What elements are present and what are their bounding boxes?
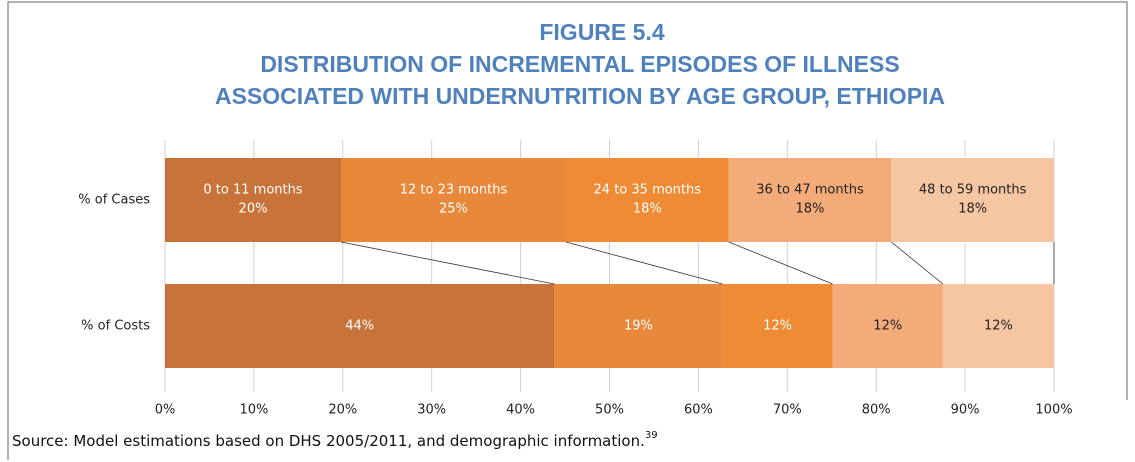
connector bbox=[728, 241, 833, 285]
source-text: Source: Model estimations based on DHS 2… bbox=[12, 432, 645, 450]
connector bbox=[565, 241, 723, 285]
x-tick-label: 40% bbox=[506, 403, 535, 418]
x-tick-label: 60% bbox=[684, 403, 713, 418]
segment-name: 12 to 23 months bbox=[400, 183, 508, 198]
x-tick-label: 80% bbox=[862, 403, 891, 418]
frame bbox=[7, 1, 1128, 460]
segment-name: 36 to 47 months bbox=[756, 183, 864, 198]
data-label: 12% bbox=[873, 319, 902, 334]
x-tick-label: 70% bbox=[773, 403, 802, 418]
data-label: 18% bbox=[633, 202, 662, 217]
segment-name: 0 to 11 months bbox=[203, 183, 302, 198]
chart-subtitle: ASSOCIATED WITH UNDERNUTRITION BY AGE GR… bbox=[215, 83, 945, 109]
data-label: 19% bbox=[624, 319, 653, 334]
data-label: 18% bbox=[796, 202, 825, 217]
x-tick-label: 90% bbox=[951, 403, 980, 418]
data-label: 12% bbox=[763, 319, 792, 334]
connector bbox=[340, 241, 555, 285]
data-label: 12% bbox=[984, 319, 1013, 334]
segment-name: 48 to 59 months bbox=[919, 183, 1027, 198]
data-label: 18% bbox=[958, 202, 987, 217]
bar-segment bbox=[554, 284, 723, 368]
connector bbox=[891, 241, 944, 285]
chart-title: FIGURE 5.4 bbox=[539, 19, 664, 45]
y-tick-label: % of Cases bbox=[78, 193, 150, 208]
bar-segment bbox=[341, 158, 566, 242]
x-tick-label: 100% bbox=[1035, 403, 1072, 418]
source-note: 39 bbox=[645, 430, 658, 441]
data-label: 44% bbox=[345, 319, 374, 334]
data-label: 25% bbox=[439, 202, 468, 217]
bar-segment bbox=[565, 158, 729, 242]
x-tick-label: 10% bbox=[239, 403, 268, 418]
source: Source: Model estimations based on DHS 2… bbox=[12, 430, 658, 450]
x-tick-label: 20% bbox=[328, 403, 357, 418]
x-tick-label: 0% bbox=[155, 403, 176, 418]
bar-segment bbox=[165, 284, 555, 368]
bar-segment bbox=[728, 158, 892, 242]
y-tick-label: % of Costs bbox=[81, 319, 150, 334]
segment-name: 24 to 35 months bbox=[594, 183, 702, 198]
chart-subtitle: DISTRIBUTION OF INCREMENTAL EPISODES OF … bbox=[260, 51, 899, 77]
bar-segment bbox=[722, 284, 833, 368]
x-tick-label: 50% bbox=[595, 403, 624, 418]
data-label: 20% bbox=[239, 202, 268, 217]
bar-segment bbox=[942, 284, 1054, 368]
x-tick-label: 30% bbox=[417, 403, 446, 418]
bar-segment bbox=[165, 158, 342, 242]
bar-segment bbox=[832, 284, 943, 368]
bar-segment bbox=[891, 158, 1054, 242]
